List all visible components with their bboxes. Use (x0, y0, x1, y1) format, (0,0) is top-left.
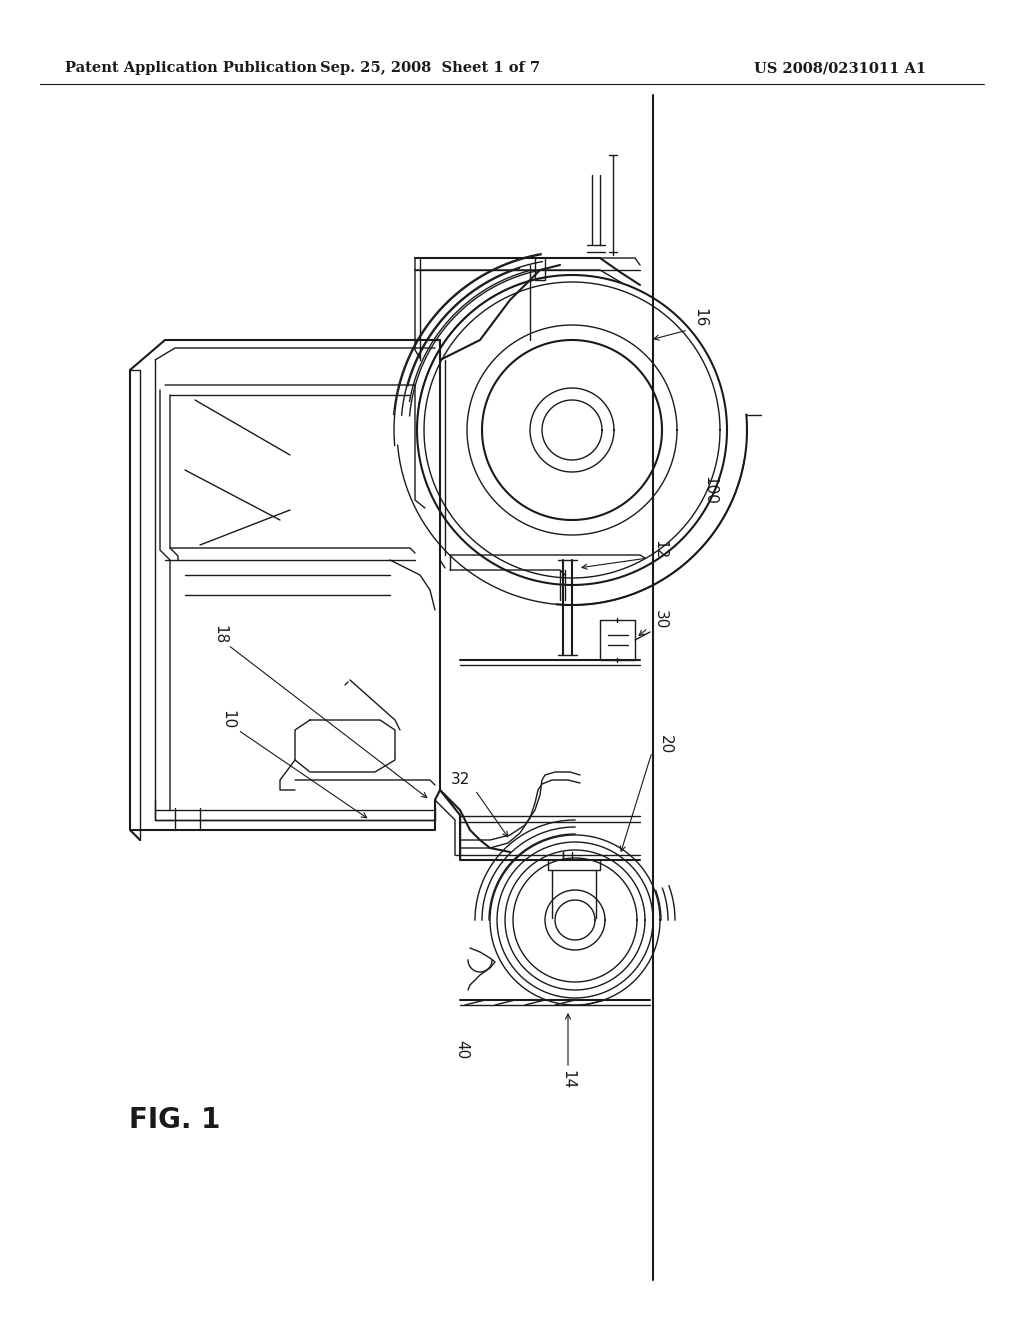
Text: 32: 32 (451, 772, 470, 788)
Text: 100: 100 (702, 475, 718, 504)
Text: 40: 40 (455, 1040, 469, 1060)
Text: US 2008/0231011 A1: US 2008/0231011 A1 (754, 61, 926, 75)
Text: 16: 16 (692, 309, 708, 327)
Text: Patent Application Publication: Patent Application Publication (65, 61, 317, 75)
Text: 10: 10 (220, 710, 236, 730)
Text: 18: 18 (213, 626, 227, 644)
Text: FIG. 1: FIG. 1 (129, 1106, 221, 1134)
Text: 30: 30 (652, 610, 668, 630)
Text: 12: 12 (652, 540, 668, 560)
Text: Sep. 25, 2008  Sheet 1 of 7: Sep. 25, 2008 Sheet 1 of 7 (319, 61, 540, 75)
Text: 14: 14 (560, 1071, 575, 1089)
Text: 20: 20 (657, 735, 673, 755)
